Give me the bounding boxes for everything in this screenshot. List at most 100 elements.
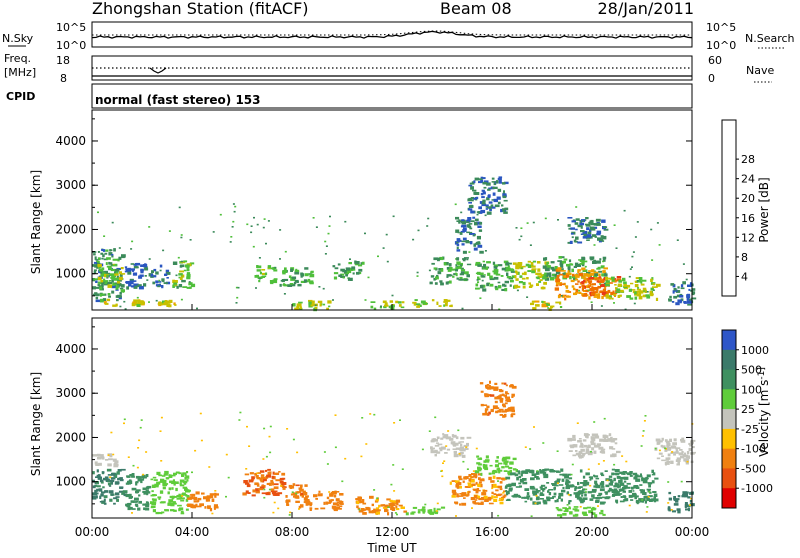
data-cell xyxy=(443,460,446,462)
data-cell xyxy=(412,238,415,241)
data-cell xyxy=(634,291,637,295)
data-cell xyxy=(430,440,435,443)
data-cell xyxy=(135,505,139,507)
data-cell xyxy=(667,506,671,509)
data-cell xyxy=(661,437,664,441)
data-cell xyxy=(135,482,138,486)
data-cell xyxy=(457,486,462,489)
data-cell xyxy=(565,296,569,298)
data-cell xyxy=(344,271,349,275)
data-cell xyxy=(549,468,554,473)
data-cell xyxy=(571,438,576,441)
data-cell xyxy=(325,245,328,247)
data-cell xyxy=(97,211,99,214)
data-cell xyxy=(544,277,550,281)
data-cell xyxy=(383,304,389,307)
data-cell xyxy=(456,246,459,249)
data-cell xyxy=(358,508,361,511)
data-cell xyxy=(582,269,588,272)
data-cell xyxy=(173,509,177,512)
data-cell xyxy=(137,299,140,303)
data-cell xyxy=(514,473,519,477)
data-cell xyxy=(439,448,443,452)
data-cell xyxy=(199,503,204,507)
data-cell xyxy=(518,281,523,284)
data-cell xyxy=(112,263,115,266)
data-cell xyxy=(672,445,677,449)
data-cell xyxy=(335,498,340,502)
data-cell xyxy=(482,463,486,468)
data-cell xyxy=(492,192,496,196)
data-cell xyxy=(576,265,581,267)
data-cell xyxy=(676,463,680,466)
data-cell xyxy=(493,198,498,203)
data-cell xyxy=(96,453,101,457)
data-cell xyxy=(122,490,128,494)
data-cell xyxy=(687,505,691,508)
data-cell xyxy=(120,284,125,288)
data-cell xyxy=(272,511,275,514)
data-cell xyxy=(491,495,494,499)
data-cell xyxy=(452,275,455,278)
heatmap-patch xyxy=(97,263,126,290)
data-cell xyxy=(477,466,481,470)
data-cell xyxy=(568,477,573,480)
data-cell xyxy=(360,455,363,458)
data-cell xyxy=(250,231,253,234)
data-cell xyxy=(274,472,280,475)
data-cell xyxy=(649,498,653,502)
data-cell xyxy=(119,274,123,277)
data-cell xyxy=(569,240,573,244)
data-cell xyxy=(504,207,509,211)
data-cell xyxy=(610,291,615,296)
data-cell xyxy=(493,493,497,496)
data-cell xyxy=(596,443,601,447)
data-cell xyxy=(624,498,629,502)
data-cell xyxy=(329,493,332,496)
data-cell xyxy=(219,213,222,216)
data-cell xyxy=(326,502,332,504)
data-cell xyxy=(541,300,544,303)
heatmap-patch xyxy=(449,473,507,506)
data-cell xyxy=(108,490,114,494)
data-cell xyxy=(334,491,340,493)
data-cell xyxy=(101,491,106,494)
data-cell xyxy=(108,252,113,256)
data-cell xyxy=(455,268,458,272)
data-cell xyxy=(618,283,622,286)
data-cell xyxy=(428,269,431,272)
data-cell xyxy=(485,266,488,270)
data-cell xyxy=(555,278,560,282)
data-cell xyxy=(552,268,556,272)
data-cell xyxy=(496,196,501,200)
data-cell xyxy=(476,211,479,213)
data-cell xyxy=(576,491,581,494)
data-cell xyxy=(648,484,651,488)
data-cell xyxy=(118,247,121,249)
freq-panel: Freq. [MHz] 18 8 60 0 Nave xyxy=(4,52,774,85)
heatmap-patch xyxy=(567,433,621,459)
data-cell xyxy=(485,455,489,459)
data-cell xyxy=(125,482,129,485)
data-cell xyxy=(101,283,104,287)
data-cell xyxy=(571,445,575,448)
data-cell xyxy=(403,510,408,513)
data-cell xyxy=(430,448,434,452)
data-cell xyxy=(498,180,502,183)
data-cell xyxy=(488,472,492,475)
data-cell xyxy=(638,277,643,281)
data-cell xyxy=(184,476,187,480)
data-cell xyxy=(462,237,467,241)
data-cell xyxy=(590,508,596,511)
data-cell xyxy=(156,481,161,485)
data-cell xyxy=(176,285,179,289)
data-cell xyxy=(539,486,543,489)
data-cell xyxy=(683,452,686,456)
data-cell xyxy=(102,272,106,275)
data-cell xyxy=(689,504,691,506)
data-cell xyxy=(375,507,380,511)
data-cell xyxy=(469,233,475,235)
data-cell xyxy=(589,272,595,276)
data-cell xyxy=(200,439,203,442)
data-cell xyxy=(422,302,426,305)
